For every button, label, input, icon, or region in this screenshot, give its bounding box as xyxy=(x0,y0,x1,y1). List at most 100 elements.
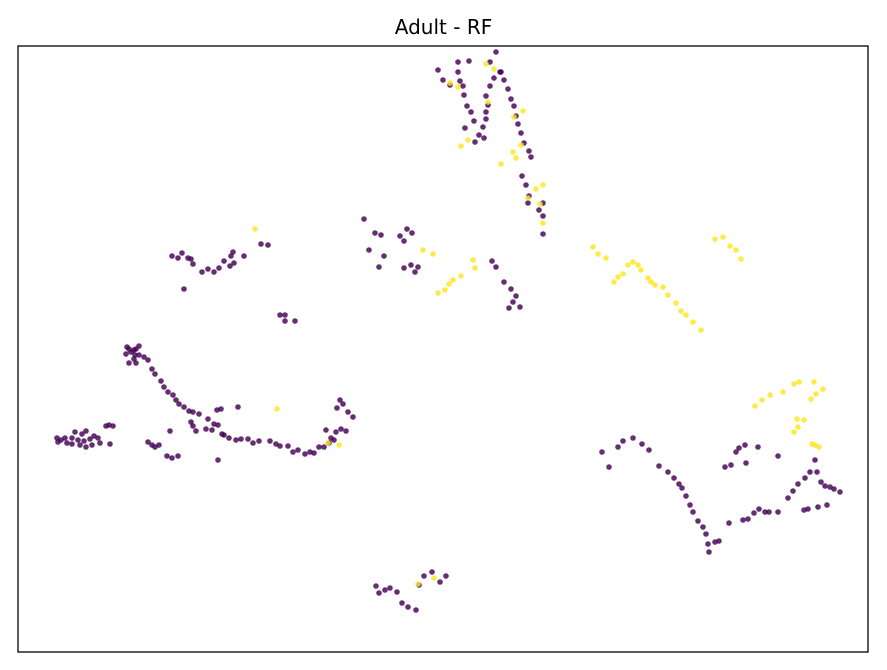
scatter-point xyxy=(69,441,75,447)
scatter-point xyxy=(790,488,796,494)
scatter-point xyxy=(205,266,211,272)
scatter-point xyxy=(215,457,221,463)
scatter-point xyxy=(506,305,512,311)
scatter-point xyxy=(726,520,732,526)
scatter-point xyxy=(190,409,196,415)
scatter-point xyxy=(611,279,617,285)
scatter-point xyxy=(498,161,504,167)
scatter-point xyxy=(703,531,709,537)
scatter-point xyxy=(472,139,478,145)
scatter-point xyxy=(638,267,644,273)
scatter-point xyxy=(458,143,464,149)
scatter-point xyxy=(606,464,612,470)
scatter-point xyxy=(72,429,78,435)
scatter-point xyxy=(199,269,205,275)
scatter-point xyxy=(483,116,489,122)
scatter-point xyxy=(256,438,262,444)
scatter-point xyxy=(405,604,411,610)
scatter-point xyxy=(751,510,757,516)
scatter-point xyxy=(716,538,722,544)
scatter-point xyxy=(678,308,684,314)
scatter-point xyxy=(639,441,645,447)
scatter-point xyxy=(399,600,405,606)
scatter-point xyxy=(508,286,514,292)
scatter-point xyxy=(440,77,446,83)
scatter-point xyxy=(660,284,666,290)
scatter-point xyxy=(837,489,843,495)
scatter-point xyxy=(336,442,342,448)
scatter-point xyxy=(537,201,543,207)
scatter-point xyxy=(476,132,482,138)
scatter-point xyxy=(328,435,334,441)
scatter-point xyxy=(646,447,652,453)
scatter-point xyxy=(791,381,797,387)
scatter-point xyxy=(464,103,470,109)
scatter-point xyxy=(285,443,291,449)
scatter-point xyxy=(343,428,349,434)
scatter-point xyxy=(517,304,523,310)
scatter-point xyxy=(630,259,636,265)
scatter-point xyxy=(95,435,101,441)
scatter-point xyxy=(381,253,387,259)
scatter-point xyxy=(446,281,452,287)
scatter-point xyxy=(461,92,467,98)
scatter-point xyxy=(415,581,421,587)
scatter-points-layer xyxy=(54,49,843,613)
scatter-point xyxy=(235,404,241,410)
scatter-point xyxy=(167,428,173,434)
scatter-point xyxy=(712,236,718,242)
scatter-point xyxy=(169,455,175,461)
scatter-point xyxy=(501,279,507,285)
scatter-point xyxy=(81,438,87,444)
scatter-point xyxy=(808,396,814,402)
scatter-point xyxy=(321,444,327,450)
scatter-point xyxy=(807,469,813,475)
scatter-point xyxy=(136,343,142,349)
scatter-point xyxy=(218,406,224,412)
scatter-point xyxy=(69,435,75,441)
scatter-point xyxy=(455,84,461,90)
scatter-point xyxy=(485,99,491,105)
scatter-point xyxy=(460,83,466,89)
scatter-point xyxy=(505,86,511,92)
scatter-point xyxy=(472,265,478,271)
scatter-point xyxy=(75,437,81,443)
scatter-point xyxy=(156,442,162,448)
scatter-point xyxy=(87,436,93,442)
scatter-point xyxy=(435,290,441,296)
scatter-point xyxy=(394,589,400,595)
scatter-point xyxy=(513,155,519,161)
scatter-point xyxy=(603,255,609,261)
scatter-point xyxy=(316,444,322,450)
scatter-point xyxy=(493,49,499,55)
scatter-point xyxy=(816,444,822,450)
scatter-point xyxy=(683,312,689,318)
scatter-point xyxy=(759,397,765,403)
scatter-point xyxy=(497,69,503,75)
scatter-point xyxy=(190,423,196,429)
scatter-point xyxy=(620,271,626,277)
scatter-point xyxy=(523,182,529,188)
scatter-point xyxy=(221,258,227,264)
scatter-point xyxy=(437,579,443,585)
scatter-point xyxy=(727,243,733,249)
scatter-point xyxy=(181,286,187,292)
scatter-point xyxy=(690,319,696,325)
scatter-point xyxy=(420,247,426,253)
scatter-point xyxy=(635,262,641,268)
scatter-point xyxy=(408,262,414,268)
scatter-point xyxy=(814,469,820,475)
scatter-point xyxy=(519,173,525,179)
scatter-point xyxy=(468,109,474,115)
scatter-point xyxy=(455,59,461,65)
scatter-point xyxy=(415,264,421,270)
scatter-point xyxy=(743,460,749,466)
scatter-point xyxy=(221,432,227,438)
scatter-point xyxy=(230,249,236,255)
scatter-point xyxy=(77,442,83,448)
scatter-point xyxy=(334,405,340,411)
scatter-point xyxy=(775,509,781,515)
scatter-point xyxy=(824,502,830,508)
scatter-point xyxy=(203,426,209,432)
